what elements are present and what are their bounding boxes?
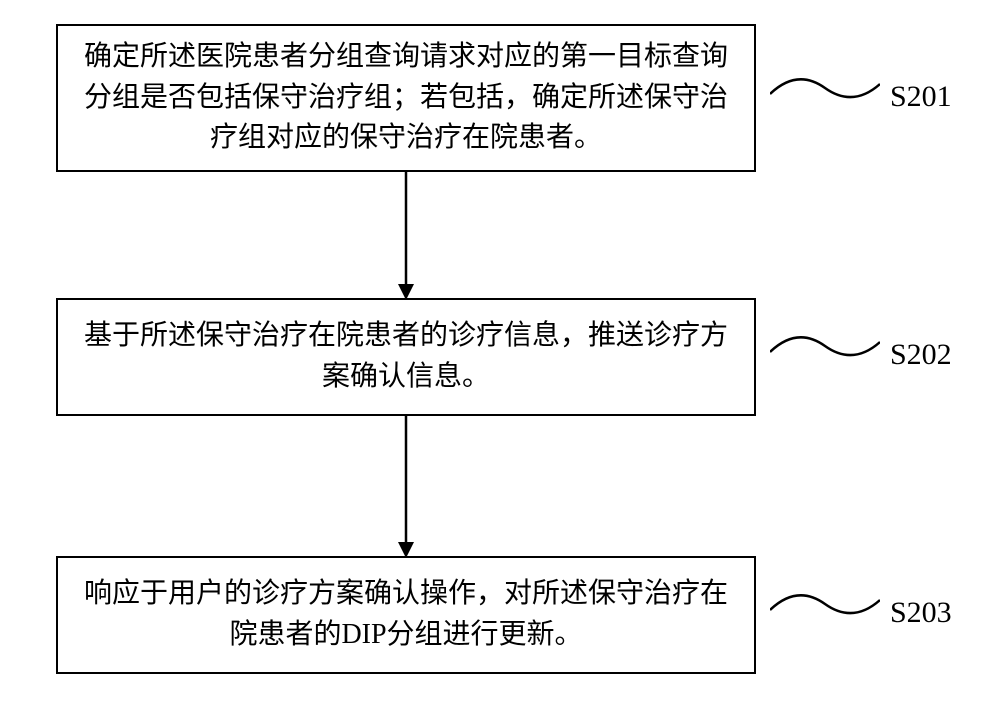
step-label-s202: S202 [890, 338, 952, 372]
arrow-s201-s202 [396, 172, 416, 300]
step-label-s203: S203 [890, 596, 952, 630]
step-text: 响应于用户的诊疗方案确认操作，对所述保守治疗在院患者的DIP分组进行更新。 [78, 574, 734, 655]
step-label-s201: S201 [890, 80, 952, 114]
squiggle-s203 [770, 590, 880, 618]
step-box-s202: 基于所述保守治疗在院患者的诊疗信息，推送诊疗方案确认信息。 [56, 298, 756, 416]
squiggle-s201 [770, 74, 880, 102]
step-box-s203: 响应于用户的诊疗方案确认操作，对所述保守治疗在院患者的DIP分组进行更新。 [56, 556, 756, 674]
step-box-s201: 确定所述医院患者分组查询请求对应的第一目标查询分组是否包括保守治疗组；若包括，确… [56, 24, 756, 172]
flowchart-canvas: 确定所述医院患者分组查询请求对应的第一目标查询分组是否包括保守治疗组；若包括，确… [0, 0, 1000, 728]
arrow-s202-s203 [396, 416, 416, 558]
step-text: 确定所述医院患者分组查询请求对应的第一目标查询分组是否包括保守治疗组；若包括，确… [78, 37, 734, 159]
step-text: 基于所述保守治疗在院患者的诊疗信息，推送诊疗方案确认信息。 [78, 316, 734, 397]
squiggle-s202 [770, 332, 880, 360]
